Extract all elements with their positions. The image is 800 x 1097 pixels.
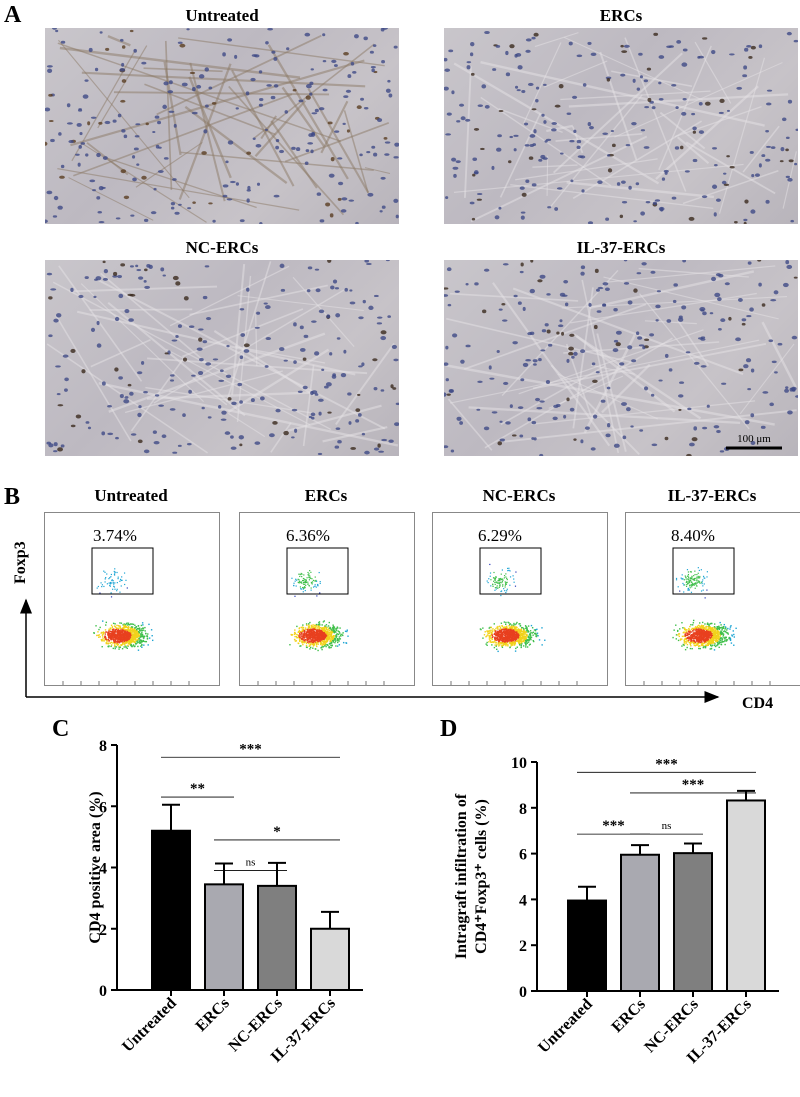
- micrograph-il37-ercs: 100 μm: [444, 260, 798, 456]
- gate-percent-nc-ercs: 6.29%: [478, 526, 522, 545]
- tissue-texture: [444, 30, 798, 224]
- foxp3-gate: [672, 547, 735, 595]
- bar: [620, 853, 660, 992]
- significance-label: ***: [239, 741, 262, 757]
- panel-a-letter: A: [4, 2, 22, 28]
- flow-dots-nc-ercs: [450, 547, 578, 685]
- y-tick-label: 4: [519, 892, 527, 909]
- bar: [673, 852, 713, 992]
- significance-label: ***: [682, 777, 705, 793]
- flow-dots-ercs: [257, 547, 385, 685]
- micrograph-texture-ercs: [444, 30, 798, 224]
- y-axis-label: Intragraft infiltration of: [453, 793, 470, 959]
- x-tick-label: ERCs: [609, 996, 649, 1036]
- bar-chart-d: 0 2 4 6 8 10 Intragraft infiltration of CD4⁺Fox…: [453, 755, 779, 1067]
- y-tick-label: 4: [99, 861, 107, 878]
- y-tick-label: 2: [519, 938, 527, 955]
- y-axis-label: CD4 positive area (%): [87, 791, 104, 943]
- flow-x-axis-label: CD4: [742, 695, 774, 712]
- micrograph-ercs: [444, 28, 798, 224]
- significance-label: ns: [246, 857, 256, 869]
- flow-plot-ercs: [239, 512, 415, 686]
- flow-plot-nc-ercs: [432, 512, 608, 686]
- y-tick-label: 8: [99, 738, 107, 755]
- tissue-texture: [45, 28, 399, 224]
- gate-percent-ercs: 6.36%: [286, 526, 330, 545]
- flow-dot-cloud: [672, 567, 737, 651]
- bar: [151, 829, 191, 991]
- significance-label: **: [190, 781, 205, 797]
- flow-y-axis-label: Foxp3: [12, 541, 29, 584]
- flow-title-il37-ercs: IL-37-ERCs: [667, 486, 757, 505]
- foxp3-gate: [286, 547, 349, 595]
- flow-title-ercs: ERCs: [304, 486, 348, 505]
- flow-plot-il37-ercs: [625, 512, 800, 686]
- foxp3-gate: [479, 547, 542, 595]
- tissue-texture: [444, 260, 798, 456]
- x-tick-label: Untreated: [535, 996, 596, 1057]
- micro-title-untreated: Untreated: [185, 6, 259, 25]
- bar: [204, 883, 244, 991]
- panel-b-letter: B: [4, 484, 21, 510]
- y-tick-label: 2: [99, 922, 107, 939]
- y-tick-label: 6: [99, 799, 107, 816]
- y-tick-label: 0: [99, 983, 107, 1000]
- micro-title-ercs: ERCs: [599, 6, 643, 25]
- bar: [310, 927, 350, 991]
- significance-label: ***: [655, 756, 678, 772]
- micro-title-il37-ercs: IL-37-ERCs: [576, 238, 666, 257]
- flow-dot-cloud: [479, 563, 546, 653]
- flow-plot-untreated: [44, 512, 220, 686]
- gate-percent-il37-ercs: 8.40%: [671, 526, 715, 545]
- flow-dot-cloud: [289, 570, 349, 652]
- bar: [567, 899, 607, 992]
- foxp3-gate: [91, 547, 154, 595]
- x-tick-label: Untreated: [119, 995, 180, 1056]
- y-tick-label: 10: [511, 755, 527, 772]
- significance-label: ***: [602, 818, 625, 834]
- micrograph-texture-nc-ercs: [46, 260, 399, 456]
- tissue-texture: [46, 260, 399, 456]
- y-tick-label: 0: [519, 984, 527, 1001]
- y-tick-label: 6: [519, 847, 527, 864]
- flow-title-untreated: Untreated: [94, 486, 168, 505]
- flow-dots-il37-ercs: [643, 547, 771, 685]
- panel-c-letter: C: [52, 716, 70, 742]
- y-axis-label: CD4⁺Foxp3⁺ cells (%): [473, 799, 490, 954]
- significance-label: *: [273, 824, 281, 840]
- flow-dot-cloud: [93, 568, 154, 651]
- flow-dots-untreated: [62, 547, 190, 685]
- y-tick-label: 8: [519, 801, 527, 818]
- panel-d-letter: D: [440, 716, 458, 742]
- bar: [726, 799, 766, 992]
- flow-title-nc-ercs: NC-ERCs: [482, 486, 556, 505]
- micrograph-texture-il37-ercs: [444, 260, 798, 456]
- micro-title-nc-ercs: NC-ERCs: [185, 238, 259, 257]
- micrograph-texture-untreated: [45, 28, 399, 224]
- micrograph-nc-ercs: [45, 260, 399, 456]
- micrograph-untreated: [45, 28, 399, 224]
- gate-percent-untreated: 3.74%: [93, 526, 137, 545]
- significance-label: ns: [662, 820, 672, 832]
- bar: [257, 884, 297, 991]
- x-tick-label: ERCs: [193, 995, 233, 1035]
